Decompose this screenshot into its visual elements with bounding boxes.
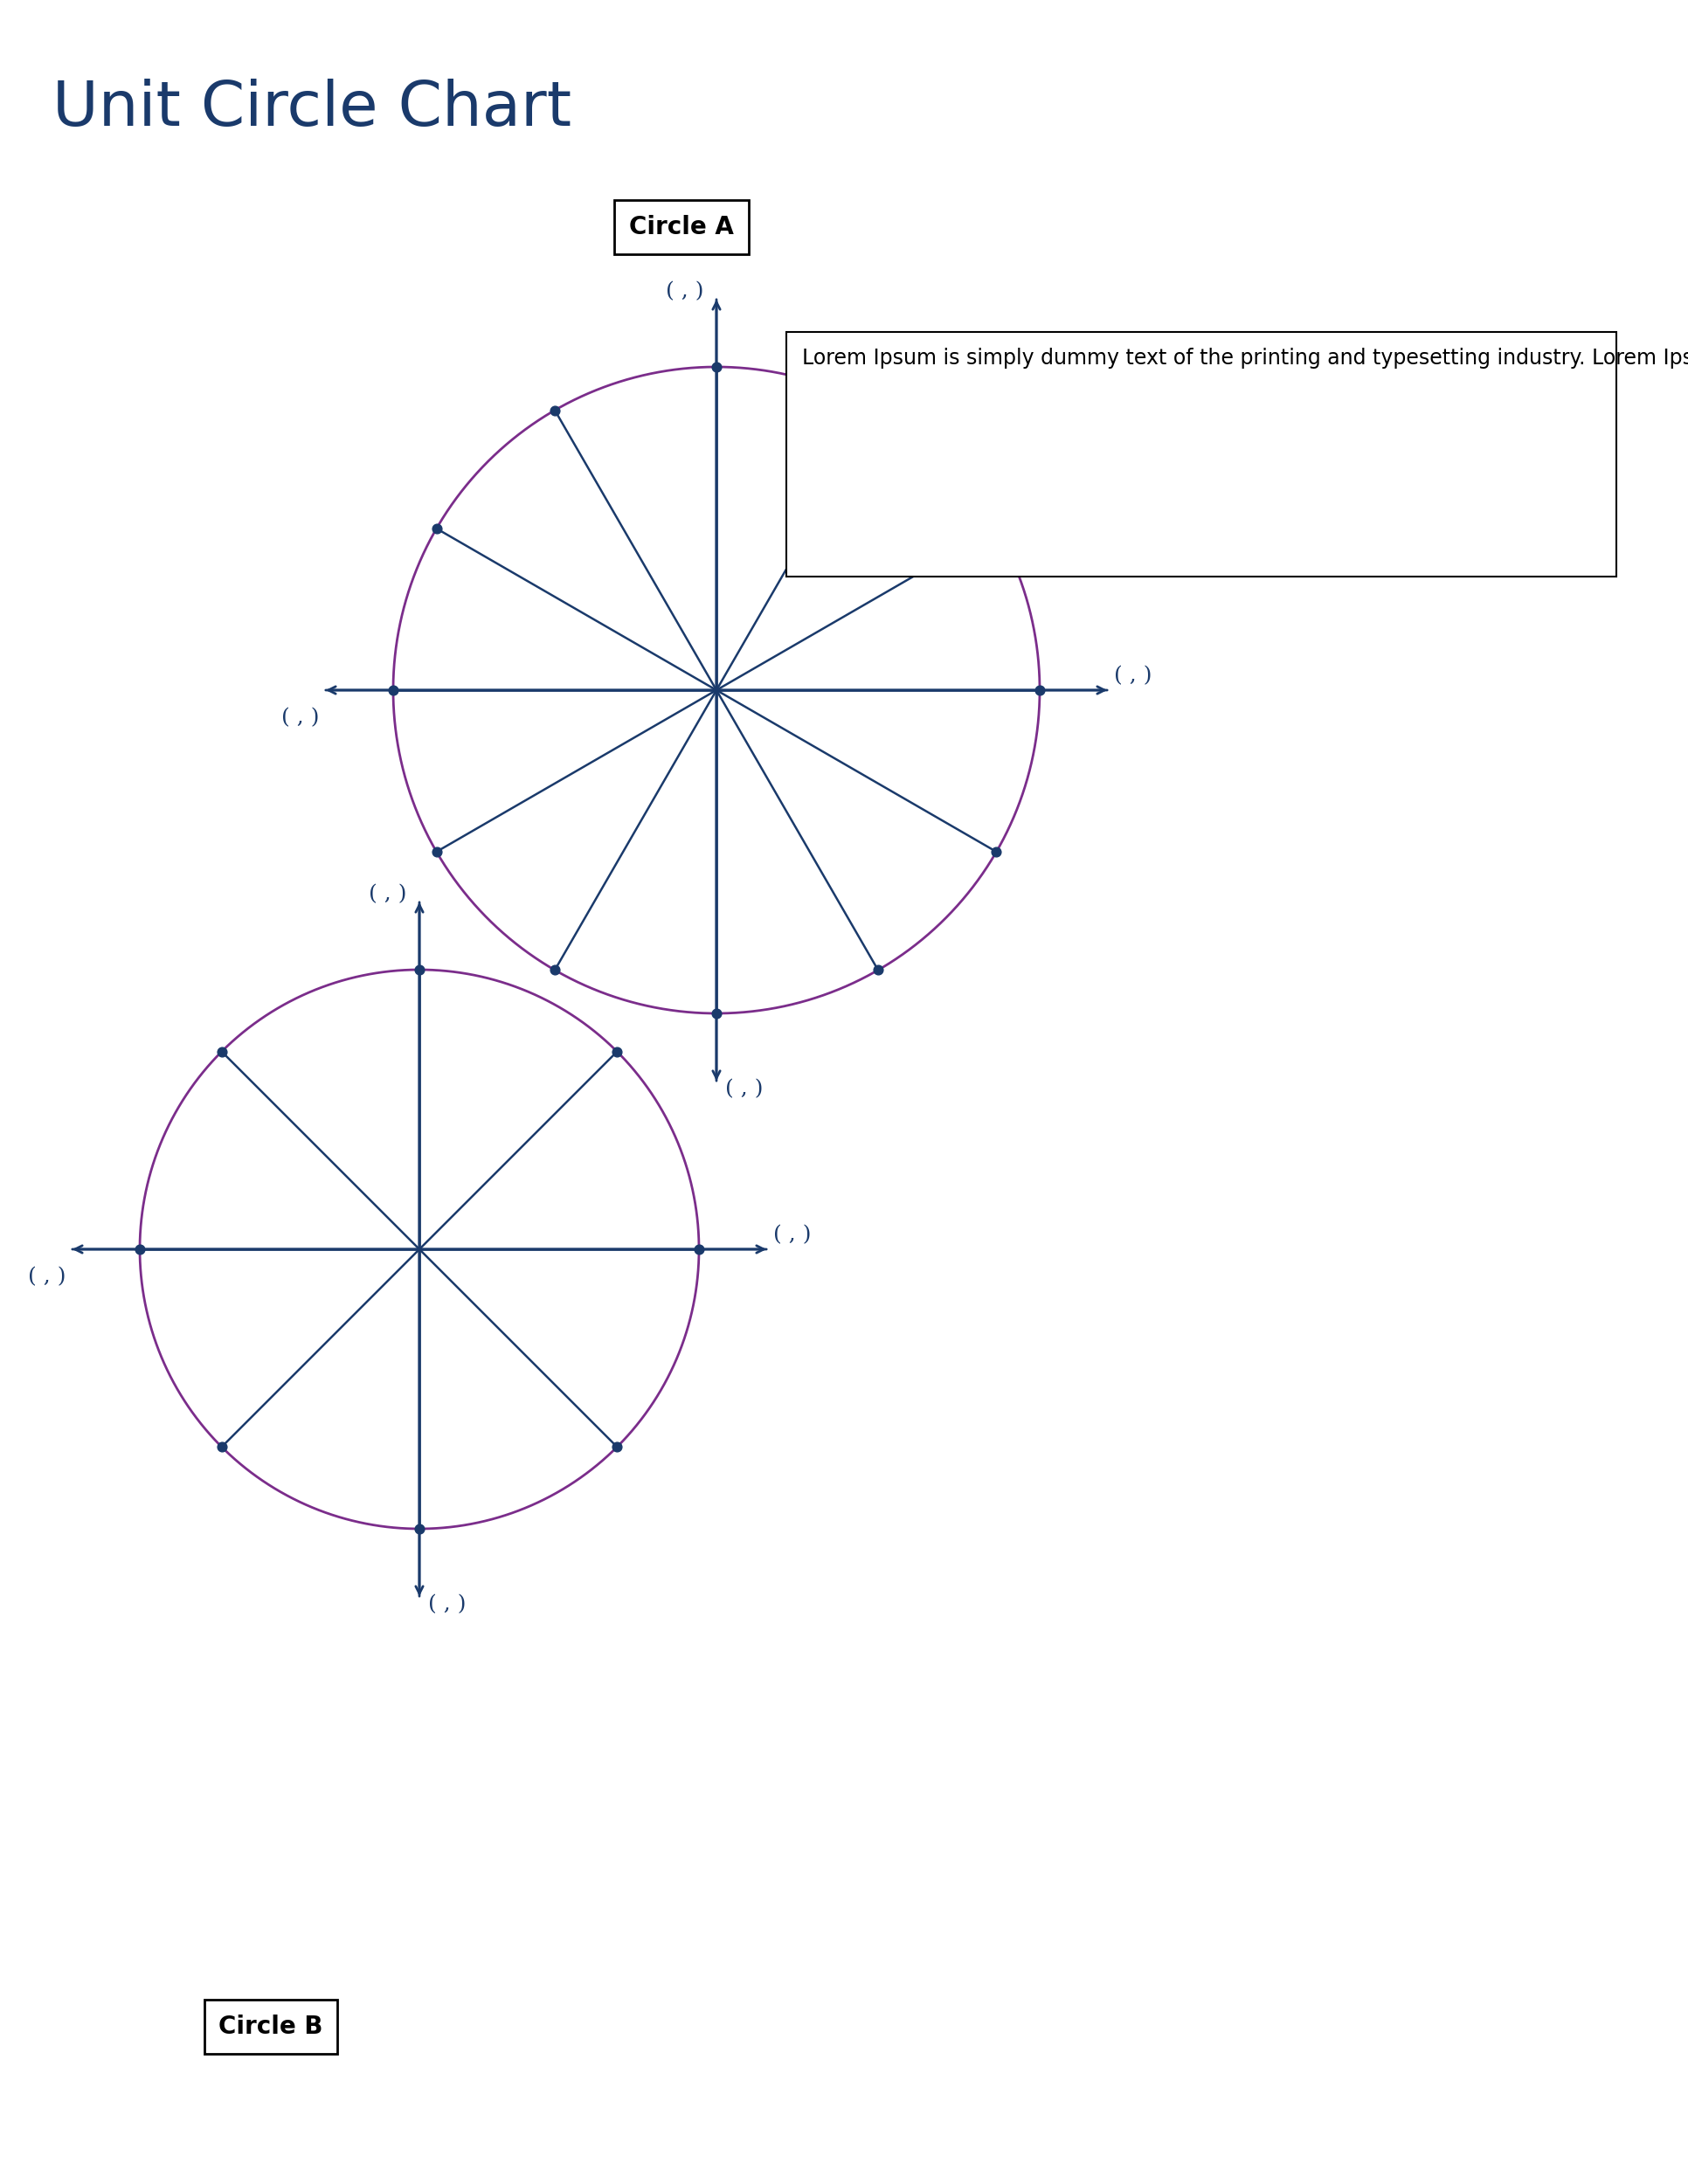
- Point: [702, 349, 729, 384]
- Point: [702, 996, 729, 1031]
- Text: ( , ): ( , ): [27, 1267, 66, 1286]
- Text: Circle A: Circle A: [630, 214, 734, 240]
- Point: [685, 1232, 712, 1267]
- Point: [604, 1431, 631, 1465]
- Text: ( , ): ( , ): [773, 1225, 812, 1245]
- Point: [864, 952, 891, 987]
- Point: [380, 673, 407, 708]
- Text: ( , ): ( , ): [429, 1594, 466, 1614]
- Point: [424, 834, 451, 869]
- Point: [604, 1033, 631, 1068]
- Point: [864, 393, 891, 428]
- Text: ( , ): ( , ): [280, 708, 319, 727]
- Point: [208, 1033, 235, 1068]
- Text: Circle B: Circle B: [219, 2014, 322, 2040]
- Point: [405, 1511, 432, 1546]
- Point: [208, 1431, 235, 1465]
- Text: ( , ): ( , ): [368, 885, 407, 904]
- Point: [405, 952, 432, 987]
- Text: ( , ): ( , ): [726, 1079, 763, 1099]
- Point: [982, 834, 1009, 869]
- Point: [1026, 673, 1053, 708]
- Point: [127, 1232, 154, 1267]
- Point: [542, 393, 569, 428]
- Text: ( , ): ( , ): [665, 282, 704, 301]
- Point: [424, 511, 451, 546]
- Text: ( , ): ( , ): [1114, 666, 1151, 686]
- FancyBboxPatch shape: [787, 332, 1617, 577]
- Point: [542, 952, 569, 987]
- Text: Unit Circle Chart: Unit Circle Chart: [52, 79, 572, 140]
- Point: [982, 511, 1009, 546]
- Text: Lorem Ipsum is simply dummy text of the printing and typesetting industry. Lorem: Lorem Ipsum is simply dummy text of the …: [802, 347, 1688, 369]
